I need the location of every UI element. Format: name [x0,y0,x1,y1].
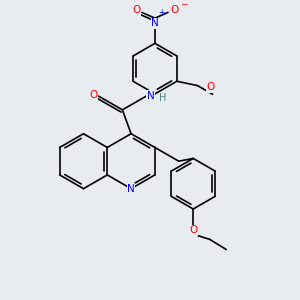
Text: H: H [159,93,166,103]
Text: N: N [127,184,135,194]
Text: O: O [189,225,197,235]
Text: N: N [147,91,154,100]
Text: O: O [207,82,215,92]
Text: −: − [180,0,188,8]
Text: +: + [158,8,165,17]
Text: N: N [151,18,159,28]
Text: O: O [89,90,98,100]
Text: O: O [170,5,178,15]
Text: O: O [132,5,140,15]
